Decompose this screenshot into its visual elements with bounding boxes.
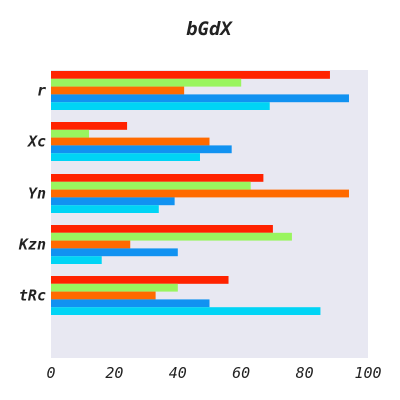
bars-layer — [51, 71, 349, 315]
bar-r-series-1 — [51, 71, 330, 79]
bar-r-series-4 — [51, 94, 349, 103]
category-label-tRc: tRc — [19, 287, 46, 305]
bar-Kzn-series-3 — [51, 240, 131, 249]
category-label-r: r — [37, 82, 46, 100]
x-tick-label-80: 80 — [296, 364, 314, 382]
category-labels: r Xc Yn Kzn tRc — [18, 82, 46, 305]
bar-r-series-5 — [51, 102, 270, 110]
x-tick-labels: 0 20 40 60 80 100 — [46, 364, 381, 382]
bar-tRc-series-4 — [51, 299, 210, 308]
bar-Kzn-series-2 — [51, 232, 292, 241]
category-label-Xc: Xc — [26, 133, 46, 151]
bar-Xc-series-5 — [51, 153, 200, 161]
bar-Yn-series-4 — [51, 197, 175, 206]
category-label-Yn: Yn — [28, 185, 46, 203]
bar-tRc-series-2 — [51, 283, 178, 292]
x-tick-label-60: 60 — [232, 364, 250, 382]
x-tick-label-0: 0 — [46, 364, 55, 382]
bar-tRc-series-5 — [51, 307, 321, 315]
bar-Kzn-series-4 — [51, 248, 178, 257]
bar-Yn-series-1 — [51, 174, 264, 182]
bar-r-series-3 — [51, 86, 185, 95]
bar-Yn-series-5 — [51, 205, 159, 213]
bar-Xc-series-4 — [51, 145, 232, 154]
x-tick-label-100: 100 — [354, 364, 381, 382]
bar-tRc-series-3 — [51, 291, 156, 300]
bar-Xc-series-3 — [51, 137, 210, 146]
bar-Kzn-series-1 — [51, 225, 273, 233]
bar-Xc-series-2 — [51, 129, 90, 138]
bar-tRc-series-1 — [51, 276, 229, 284]
x-tick-label-20: 20 — [105, 364, 123, 382]
category-label-Kzn: Kzn — [18, 236, 46, 254]
chart-title: bGdX — [186, 18, 233, 40]
bar-Xc-series-1 — [51, 122, 128, 130]
bar-Yn-series-2 — [51, 181, 251, 190]
bar-Kzn-series-5 — [51, 256, 102, 264]
bar-r-series-2 — [51, 78, 242, 87]
bar-Yn-series-3 — [51, 189, 349, 198]
x-tick-label-40: 40 — [169, 364, 187, 382]
